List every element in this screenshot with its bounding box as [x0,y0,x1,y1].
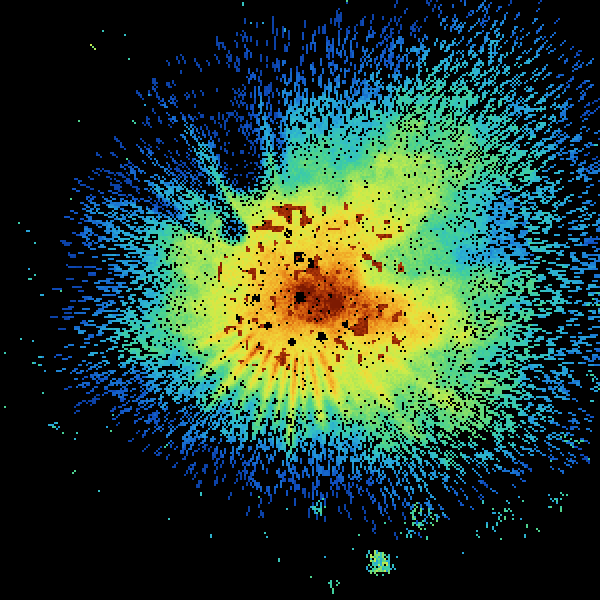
density-map [0,0,600,600]
point-cloud-canvas [0,0,600,600]
